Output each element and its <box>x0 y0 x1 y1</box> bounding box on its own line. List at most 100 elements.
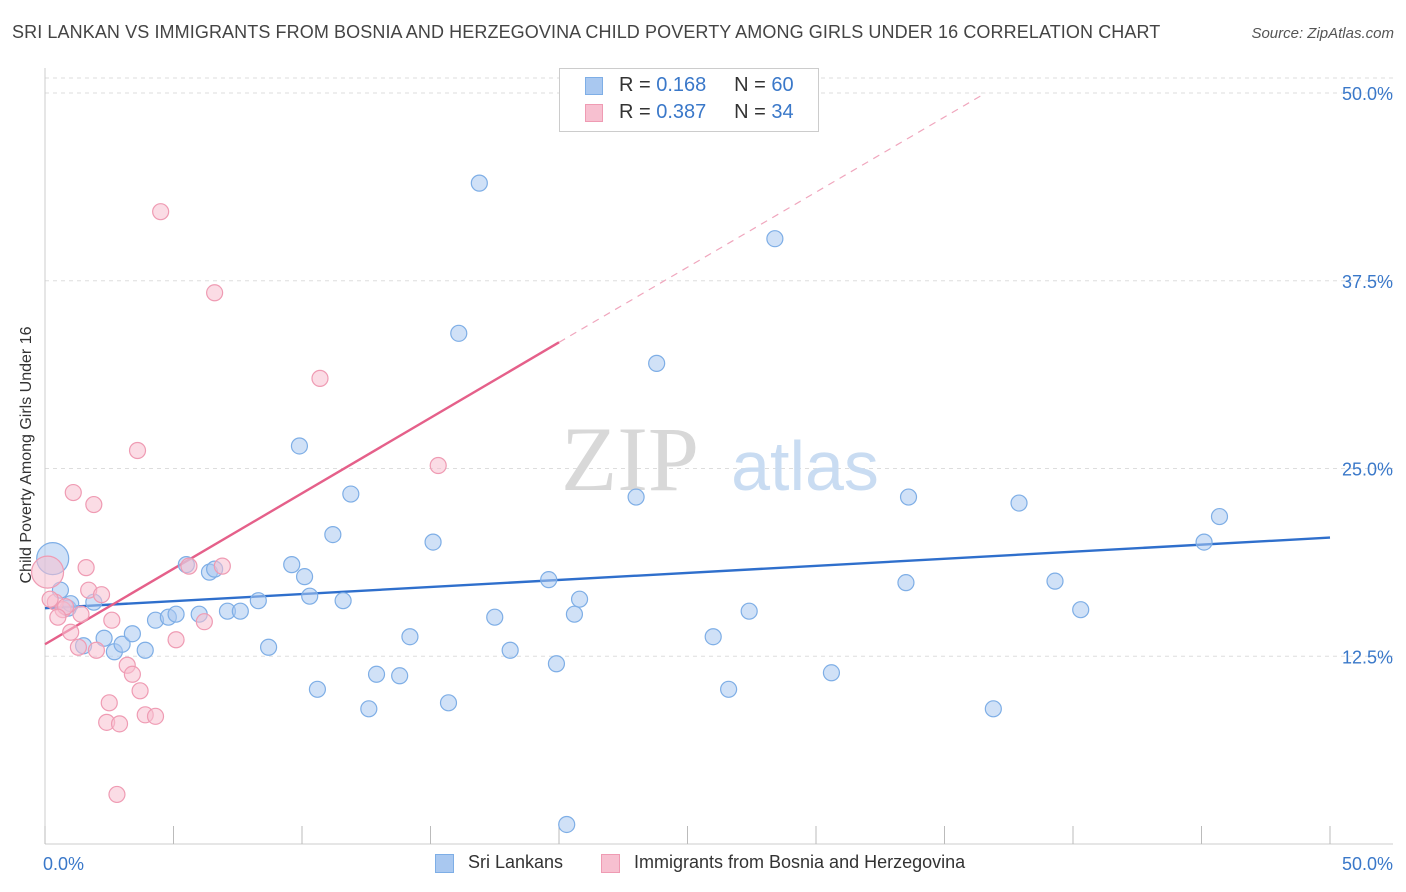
point-sri-lankans <box>1195 533 1213 551</box>
point-sri-lankans <box>259 638 278 656</box>
point-bosnia <box>429 456 447 475</box>
point-sri-lankans <box>360 700 378 718</box>
point-bosnia <box>62 623 80 641</box>
point-bosnia <box>167 631 185 649</box>
point-bosnia <box>195 613 213 631</box>
x-tick-label: 0.0% <box>43 854 84 874</box>
point-bosnia <box>152 203 170 221</box>
point-bosnia <box>131 682 149 700</box>
point-sri-lankans <box>367 665 386 683</box>
point-sri-lankans <box>899 488 918 506</box>
r-value: 0.168 <box>656 74 707 96</box>
point-sri-lankans <box>391 667 409 685</box>
point-bosnia <box>77 559 95 577</box>
n-value: 34 <box>771 101 794 123</box>
n-label: N = <box>734 101 766 123</box>
point-sri-lankans <box>231 602 249 620</box>
point-bosnia <box>103 611 121 629</box>
point-sri-lankans <box>704 628 722 646</box>
trend-line-extension <box>558 92 986 343</box>
y-tick-label: 50.0% <box>1342 84 1393 104</box>
point-sri-lankans <box>301 587 319 605</box>
point-sri-lankans <box>334 592 352 610</box>
point-sri-lankans <box>249 592 267 610</box>
point-sri-lankans <box>308 680 327 698</box>
point-sri-lankans <box>822 664 841 682</box>
point-bosnia <box>41 590 59 608</box>
point-sri-lankans <box>740 602 758 620</box>
svg-text:atlas: atlas <box>731 427 879 505</box>
y-tick-label: 12.5% <box>1342 647 1393 667</box>
point-bosnia <box>128 441 147 460</box>
point-sri-lankans <box>470 174 488 192</box>
point-bosnia <box>30 555 65 589</box>
trend-lines <box>44 92 1331 646</box>
chart-title: SRI LANKAN VS IMMIGRANTS FROM BOSNIA AND… <box>12 22 1161 42</box>
point-sri-lankans <box>1210 507 1229 526</box>
point-sri-lankans <box>401 628 419 646</box>
y-tick-label: 37.5% <box>1342 272 1393 292</box>
gridlines <box>45 77 1393 657</box>
point-sri-lankans <box>720 680 738 698</box>
point-bosnia <box>110 715 129 733</box>
point-sri-lankans <box>283 556 301 574</box>
legend-swatch-blue <box>435 854 454 873</box>
point-sri-lankans <box>766 230 784 248</box>
point-bosnia <box>146 707 165 725</box>
point-sri-lankans <box>627 488 645 506</box>
series-legend: Sri Lankans Immigrants from Bosnia and H… <box>0 852 1406 876</box>
legend-label: Sri Lankans <box>468 852 564 872</box>
point-sri-lankans <box>95 629 113 647</box>
point-sri-lankans <box>424 533 442 551</box>
point-bosnia <box>180 557 198 575</box>
legend-swatch-pink <box>585 104 603 122</box>
r-value: 0.387 <box>656 101 707 123</box>
point-sri-lankans <box>565 605 584 623</box>
x-tick-label: 50.0% <box>1342 854 1393 874</box>
point-bosnia <box>108 785 126 804</box>
y-tick-label: 25.0% <box>1342 460 1393 480</box>
point-bosnia <box>92 586 111 604</box>
point-sri-lankans <box>486 608 504 626</box>
point-sri-lankans <box>540 571 558 589</box>
point-sri-lankans <box>648 354 666 372</box>
point-bosnia <box>123 665 141 683</box>
point-sri-lankans <box>1072 601 1090 619</box>
point-bosnia <box>49 608 67 626</box>
trend-line <box>44 341 560 646</box>
trend-line <box>44 536 1331 610</box>
point-sri-lankans <box>290 437 309 455</box>
point-sri-lankans <box>342 485 360 503</box>
point-sri-lankans <box>501 641 519 659</box>
point-bosnia <box>213 557 231 575</box>
point-sri-lankans <box>136 641 154 659</box>
watermark: ZIP atlas <box>561 408 879 510</box>
point-sri-lankans <box>558 815 576 834</box>
tick-labels: 12.5% 25.0% 37.5% 50.0% 0.0% 50.0% <box>43 84 1393 874</box>
point-sri-lankans <box>295 568 314 586</box>
source-credit: Source: ZipAtlas.com <box>1251 25 1394 42</box>
data-points <box>30 174 1229 834</box>
n-label: N = <box>734 74 766 96</box>
point-sri-lankans <box>547 655 566 673</box>
point-sri-lankans <box>1010 494 1028 512</box>
point-bosnia <box>87 641 106 659</box>
point-sri-lankans <box>570 590 589 608</box>
point-bosnia <box>206 284 224 302</box>
point-sri-lankans <box>439 694 458 712</box>
r-label: R = <box>619 101 651 123</box>
r-label: R = <box>619 74 651 96</box>
legend-swatch-blue <box>585 77 603 95</box>
n-value: 60 <box>771 74 794 96</box>
axes <box>44 68 1393 845</box>
point-bosnia <box>311 369 329 387</box>
point-bosnia <box>64 483 82 502</box>
point-sri-lankans <box>1046 572 1064 590</box>
point-sri-lankans <box>324 525 342 544</box>
legend-swatch-pink <box>601 854 620 873</box>
point-bosnia <box>85 495 103 514</box>
point-sri-lankans <box>984 700 1002 718</box>
correlation-legend: R = 0.168 N = 60 R = 0.387 N = 34 <box>559 68 819 132</box>
point-sri-lankans <box>123 625 141 643</box>
